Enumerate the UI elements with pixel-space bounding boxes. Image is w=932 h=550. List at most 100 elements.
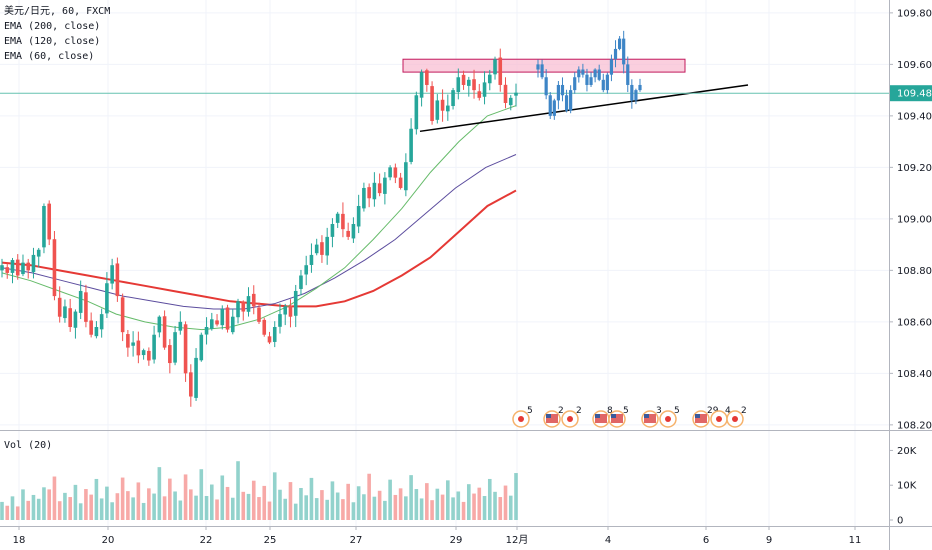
volume-bar — [425, 483, 429, 520]
volume-bar — [36, 498, 41, 520]
volume-bar — [330, 481, 335, 520]
candle-body — [194, 357, 198, 398]
candle-body — [78, 290, 83, 313]
candle-body — [293, 290, 298, 316]
candle-body — [110, 265, 114, 284]
projection-body — [536, 64, 540, 70]
projection-body — [540, 64, 544, 78]
event-marker[interactable]: 29 — [692, 406, 719, 428]
volume-bar — [283, 498, 288, 520]
candle-body — [99, 314, 104, 330]
volume-bar — [225, 486, 230, 520]
resistance-zone — [402, 58, 686, 73]
x-tick-label: 22 — [200, 535, 213, 546]
candle-body — [57, 297, 62, 317]
candle-body — [372, 182, 377, 200]
candle-body — [456, 77, 461, 93]
event-count: 29 — [707, 406, 719, 416]
volume-bar — [178, 500, 183, 520]
volume-bar — [126, 491, 130, 520]
candle-body — [514, 92, 518, 96]
candle-body — [230, 316, 235, 333]
ema200-label[interactable]: EMA (200, close) — [4, 21, 101, 32]
volume-bar — [409, 475, 413, 520]
candle-body — [47, 203, 52, 240]
us-flag-canton — [695, 414, 700, 418]
volume-bar — [105, 486, 109, 520]
event-marker[interactable]: 2 — [543, 406, 564, 428]
event-marker[interactable]: 2 — [561, 406, 582, 428]
event-marker[interactable]: 5 — [512, 406, 533, 428]
projection-body — [548, 95, 552, 116]
volume-bar — [346, 483, 350, 520]
volume-bar — [209, 484, 214, 520]
event-marker[interactable]: 5 — [608, 406, 629, 428]
event-marker[interactable]: 5 — [659, 406, 680, 428]
support-trendline — [419, 84, 749, 133]
event-count: 5 — [527, 406, 533, 416]
volume-bar — [194, 495, 198, 520]
event-marker[interactable]: 3 — [641, 406, 662, 428]
volume-bar — [147, 488, 151, 520]
volume-bar — [199, 469, 204, 520]
candle-body — [393, 167, 398, 178]
volume-bar — [173, 491, 177, 520]
candle-body — [168, 345, 172, 364]
candle-body — [131, 342, 135, 346]
volume-bar — [84, 489, 88, 520]
x-tick-label: 20 — [102, 535, 115, 546]
y-tick-label: 109.400 — [897, 111, 932, 122]
candle-body — [0, 265, 4, 271]
projection-body — [552, 100, 556, 116]
volume-bar — [362, 494, 366, 520]
event-markers[interactable]: 5 2 2 8 5 3 5 29 4 2 — [512, 406, 747, 428]
us-flag-icon — [595, 414, 607, 423]
volume-bar — [246, 493, 251, 520]
volume-bar — [26, 500, 31, 520]
volume-bar — [498, 497, 503, 520]
candle-body — [435, 100, 440, 120]
volume-bars — [0, 461, 518, 520]
ema60-label[interactable]: EMA (60, close) — [4, 51, 95, 62]
volume-bar — [31, 494, 36, 520]
vol-tick-label: 0 — [897, 516, 903, 527]
candle-body — [461, 74, 466, 85]
x-tick-label: 9 — [766, 535, 772, 546]
event-count: 4 — [725, 406, 731, 416]
candle-body — [356, 205, 361, 227]
x-tick-label: 29 — [450, 535, 463, 546]
y-tick-label: 109.800 — [897, 8, 932, 19]
projection-body — [634, 90, 638, 101]
symbol-label[interactable]: 美元/日元, 60, FXCM — [4, 6, 111, 17]
volume-bar — [388, 479, 392, 520]
ema120-label[interactable]: EMA (120, close) — [4, 36, 101, 47]
y-tick-label: 109.000 — [897, 214, 932, 225]
projection-body — [622, 38, 626, 65]
volume-bar — [47, 489, 52, 520]
volume-bar — [215, 499, 219, 520]
candle-body — [251, 293, 256, 307]
volume-bar — [293, 503, 298, 520]
volume-bar — [168, 478, 172, 520]
projection-body — [585, 74, 589, 85]
volume-bar — [272, 472, 277, 520]
event-marker[interactable]: 2 — [726, 406, 747, 428]
candle-body — [283, 306, 288, 315]
candle-body — [262, 319, 267, 335]
candle-body — [89, 320, 93, 335]
candle-body — [215, 320, 219, 325]
x-tick-label: 25 — [264, 535, 277, 546]
volume-label[interactable]: Vol (20) — [4, 440, 53, 451]
volume-bar — [204, 496, 209, 520]
event-marker[interactable]: 8 — [592, 406, 613, 428]
projection-body — [638, 84, 642, 91]
volume-bar — [446, 480, 450, 520]
event-count: 5 — [674, 406, 680, 416]
candle-body — [487, 74, 492, 84]
us-flag-icon — [611, 414, 623, 423]
volume-bar — [514, 473, 518, 520]
volume-bar — [278, 489, 282, 520]
y-tick-label: 108.400 — [897, 369, 932, 380]
volume-bar — [162, 496, 167, 520]
